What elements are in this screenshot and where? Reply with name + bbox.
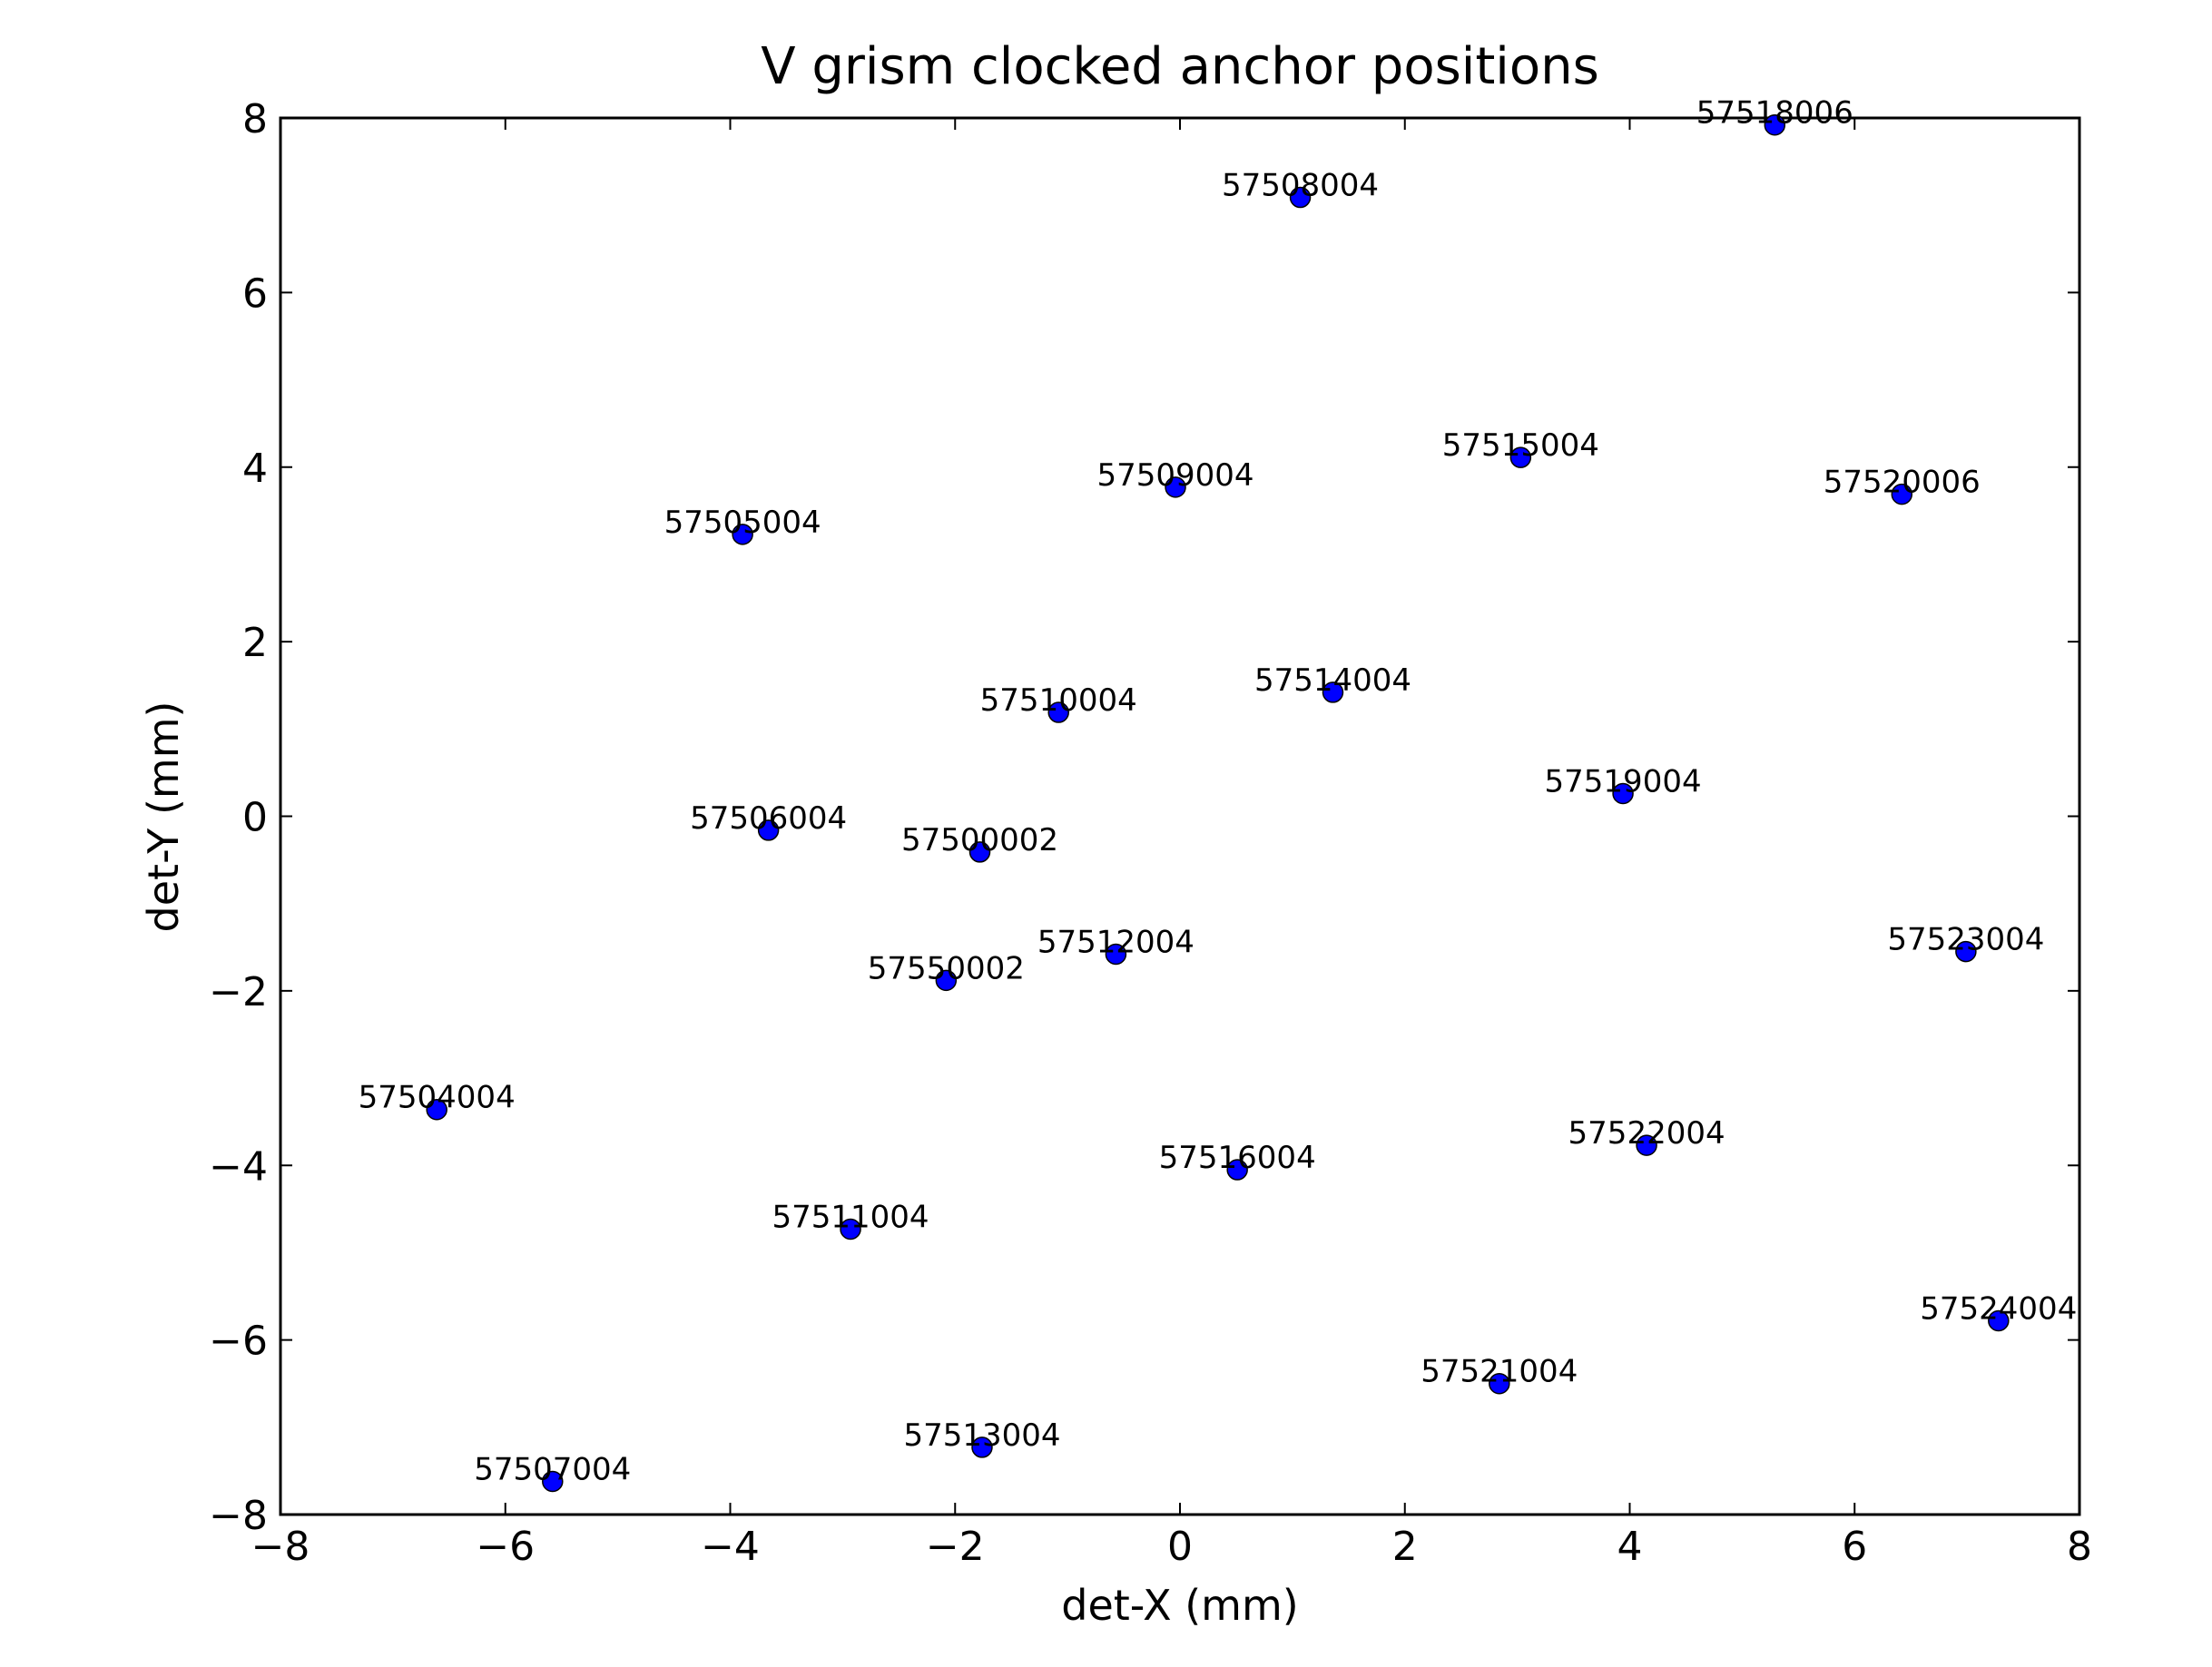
data-point [1955,940,1977,963]
y-tick-label: −2 [209,969,268,1015]
point-label: 57514004 [1254,662,1411,699]
chart-title: V grism clocked anchor positions [761,37,1599,96]
data-point [1612,782,1634,805]
point-label: 57511004 [772,1199,929,1235]
point-label: 57522004 [1568,1115,1725,1152]
data-point [1226,1159,1248,1181]
data-point [426,1098,447,1121]
point-label: 57513004 [903,1417,1060,1454]
data-point [542,1470,564,1493]
point-label: 57524004 [1920,1290,2077,1327]
y-tick-label: 0 [242,795,268,841]
x-tick-label: −6 [476,1524,535,1570]
y-axis-label: det-Y (mm) [139,701,188,933]
y-tick-label: −4 [209,1143,268,1190]
data-point [968,841,991,863]
data-point [935,969,958,992]
x-tick-label: −4 [701,1524,760,1570]
x-tick-label: 2 [1392,1524,1418,1570]
x-tick-label: 6 [1842,1524,1867,1570]
x-axis-label: det-X (mm) [1061,1581,1299,1630]
data-point [732,524,753,545]
point-label: 57523004 [1887,922,2044,958]
data-point [840,1218,861,1240]
data-point [1322,682,1344,703]
point-label: 57515004 [1442,427,1599,464]
y-tick-label: 4 [242,446,268,492]
data-point [1489,1372,1510,1395]
point-label: 57505004 [664,505,821,541]
point-label: 57506004 [690,800,847,837]
data-point [1289,186,1312,209]
point-label: 57500002 [901,822,1058,858]
data-point [1636,1134,1657,1156]
point-label: 57510004 [980,682,1137,719]
data-point [1509,446,1532,468]
data-point [971,1437,993,1458]
point-label: 57508004 [1222,168,1379,204]
y-tick-label: 8 [242,96,268,142]
x-tick-label: 8 [2067,1524,2092,1570]
y-tick-label: −8 [209,1493,268,1539]
data-point [1047,701,1069,723]
point-label: 57521004 [1421,1354,1578,1390]
plot-frame [279,116,2081,1516]
point-label: 57504004 [359,1080,516,1116]
point-label: 57512004 [1037,924,1194,960]
point-label: 57507004 [474,1451,631,1487]
data-point [757,819,780,841]
point-label: 57550002 [868,950,1025,986]
x-tick-label: 4 [1617,1524,1643,1570]
x-tick-label: −2 [926,1524,985,1570]
y-tick-label: −6 [209,1319,268,1365]
point-label: 57519004 [1545,763,1702,799]
data-point [1764,113,1786,136]
point-label: 57520006 [1824,465,1981,501]
y-tick-label: 2 [242,620,268,666]
x-tick-label: 0 [1167,1524,1193,1570]
y-tick-label: 6 [242,270,268,317]
data-point [1165,476,1186,498]
x-tick-label: −8 [251,1524,310,1570]
data-point [1988,1309,2010,1332]
point-label: 57518006 [1696,95,1853,132]
point-label: 57509004 [1097,457,1254,494]
data-point [1105,943,1127,966]
point-label: 57516004 [1159,1140,1316,1176]
data-point [1891,483,1913,505]
